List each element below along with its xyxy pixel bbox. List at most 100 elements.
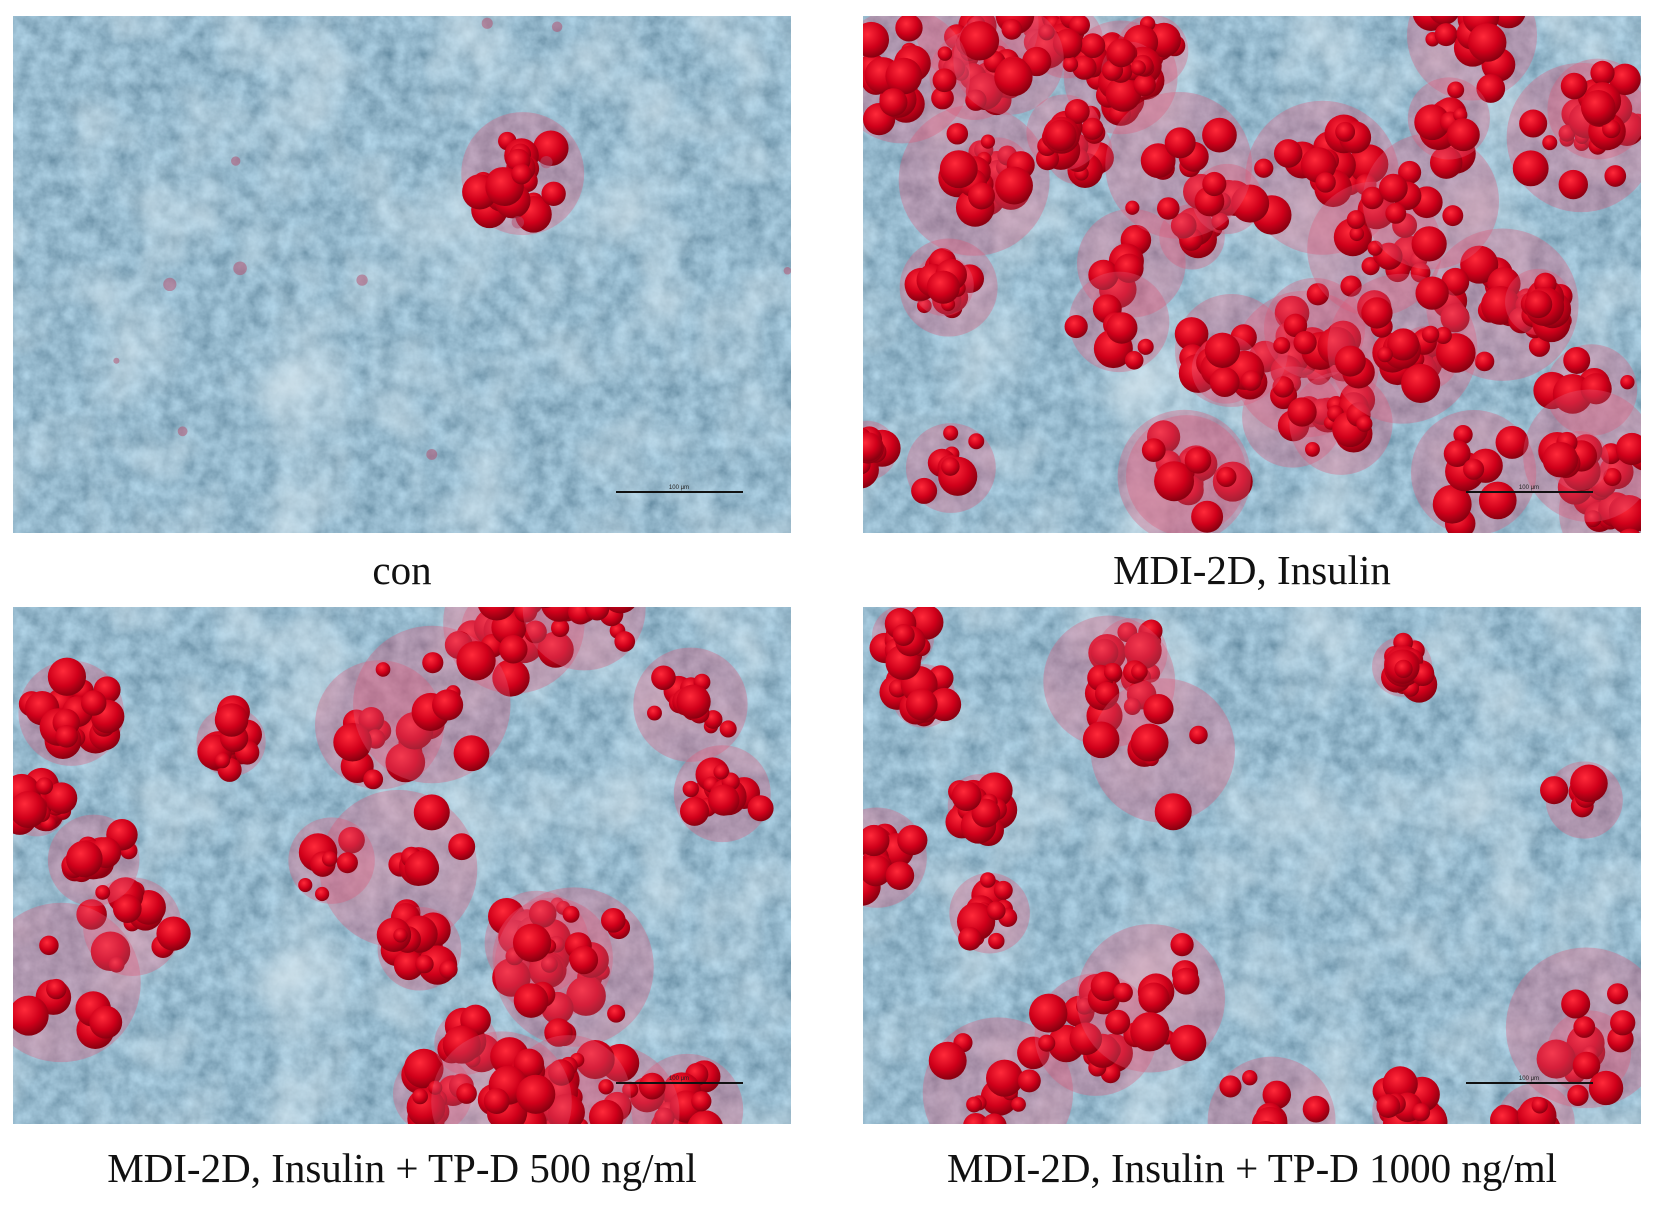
lipid-droplet (962, 16, 969, 17)
faint-stain (356, 274, 368, 286)
lipid-droplet (1170, 933, 1194, 957)
scale-bar-label: 100 μm (1519, 1076, 1539, 1082)
lipid-droplet (1081, 117, 1104, 140)
lipid-droplet (478, 607, 516, 621)
lipid-droplet (638, 1072, 666, 1100)
lipid-droplet (892, 623, 915, 646)
lipid-droplet (1434, 326, 1452, 345)
lipid-droplet (747, 795, 774, 822)
lipid-droplet (1495, 425, 1529, 459)
lipid-droplet (1113, 982, 1133, 1003)
lipid-droplet (1609, 63, 1641, 96)
lipid-droplet (1580, 89, 1616, 125)
lipid-droplet (579, 607, 585, 608)
panel-caption: MDI-2D, Insulin + TP-D 1000 ng/ml (947, 1145, 1557, 1191)
lipid-droplet (1038, 24, 1055, 41)
lipid-droplet (946, 123, 969, 145)
lipid-droplet (1105, 1009, 1131, 1035)
lipid-droplet (654, 1107, 675, 1124)
lipid-droplet (968, 182, 995, 210)
faint-stain (426, 448, 438, 460)
lipid-droplet (1138, 982, 1170, 1014)
lipid-droplet (1603, 467, 1622, 487)
lipid-droplet (1512, 150, 1549, 187)
lipid-droplet (35, 777, 54, 795)
lipid-droplet (1164, 127, 1196, 159)
lipid-droplet (1361, 186, 1384, 210)
lipid-droplet (1650, 483, 1654, 505)
lipid-droplet (1080, 33, 1106, 59)
lipid-droplet (336, 852, 358, 874)
micrograph-highlights (863, 607, 1641, 1124)
lipid-droplet (1361, 297, 1393, 329)
lipid-droplet (1474, 351, 1495, 372)
lipid-droplet (39, 935, 59, 956)
faint-stain (540, 155, 553, 169)
lipid-droplet (1052, 28, 1083, 59)
lipid-droplet (691, 1091, 712, 1112)
lipid-droplet (994, 57, 1033, 97)
lipid-droplet (1367, 240, 1383, 256)
lipid-droplet (687, 1110, 723, 1124)
lipid-droplet (483, 1088, 510, 1114)
lipid-droplet (456, 1083, 477, 1104)
lipid-droplet (1231, 184, 1270, 223)
lipid-droplet (432, 689, 464, 721)
micrograph-highlights (13, 16, 791, 533)
lipid-droplet (1103, 662, 1123, 682)
lipid-droplet (986, 901, 1006, 921)
lipid-droplet (607, 1004, 626, 1023)
lipid-droplet (1340, 275, 1362, 297)
lipid-droplet (338, 826, 365, 854)
lipid-droplet (1398, 160, 1422, 184)
lipid-droplet (863, 854, 892, 887)
lipid-droplet (679, 796, 710, 826)
panel-caption: con (372, 547, 431, 593)
lipid-droplet (1560, 72, 1588, 100)
lipid-droplet (1072, 55, 1097, 80)
lipid-droplet (1001, 18, 1023, 40)
lipid-droplet (932, 68, 957, 93)
lipid-droplet (422, 652, 444, 674)
lipid-droplet (1410, 262, 1431, 283)
lipid-droplet (1170, 212, 1197, 239)
lipid-droplet (1563, 346, 1591, 374)
faint-stain (113, 357, 120, 364)
lipid-droplet (528, 576, 546, 594)
lipid-droplet (844, 425, 862, 443)
faint-stain (177, 426, 188, 437)
lipid-droplet (513, 983, 549, 1018)
lipid-droplet (1305, 441, 1320, 457)
lipid-droplet (412, 1088, 428, 1105)
lipid-droplet (47, 657, 87, 696)
lipid-droplet (1612, 541, 1651, 580)
lipid-droplet (1610, 1010, 1636, 1036)
lipid-droplet (1421, 325, 1440, 344)
lipid-droplet (1600, 551, 1618, 569)
stain-halo (1105, 91, 1253, 239)
lipid-droplet (1450, 0, 1474, 6)
lipid-droplet (1570, 764, 1608, 803)
lipid-droplet (600, 907, 626, 933)
lipid-droplet (926, 270, 960, 304)
lipid-droplet (1140, 143, 1176, 179)
lipid-droplet (1130, 1012, 1170, 1052)
lipid-droplet (1385, 202, 1407, 224)
lipid-droplet (980, 872, 996, 888)
lipid-droplet (1293, 331, 1317, 355)
lipid-droplet (1348, 144, 1389, 185)
lipid-droplet (456, 641, 496, 681)
lipid-droplet (993, 880, 1013, 900)
lipid-droplet (941, 457, 960, 476)
lipid-droplet (298, 877, 313, 893)
lipid-droplet (1441, 267, 1470, 296)
lipid-droplet (1088, 259, 1119, 290)
lipid-droplet (516, 1074, 556, 1114)
lipid-droplet (719, 720, 737, 738)
lipid-droplet (315, 886, 330, 902)
lipid-droplet (647, 705, 662, 721)
lipid-droplet (1169, 1024, 1207, 1062)
lipid-droplet (584, 607, 610, 621)
lipid-droplet (1287, 397, 1317, 427)
